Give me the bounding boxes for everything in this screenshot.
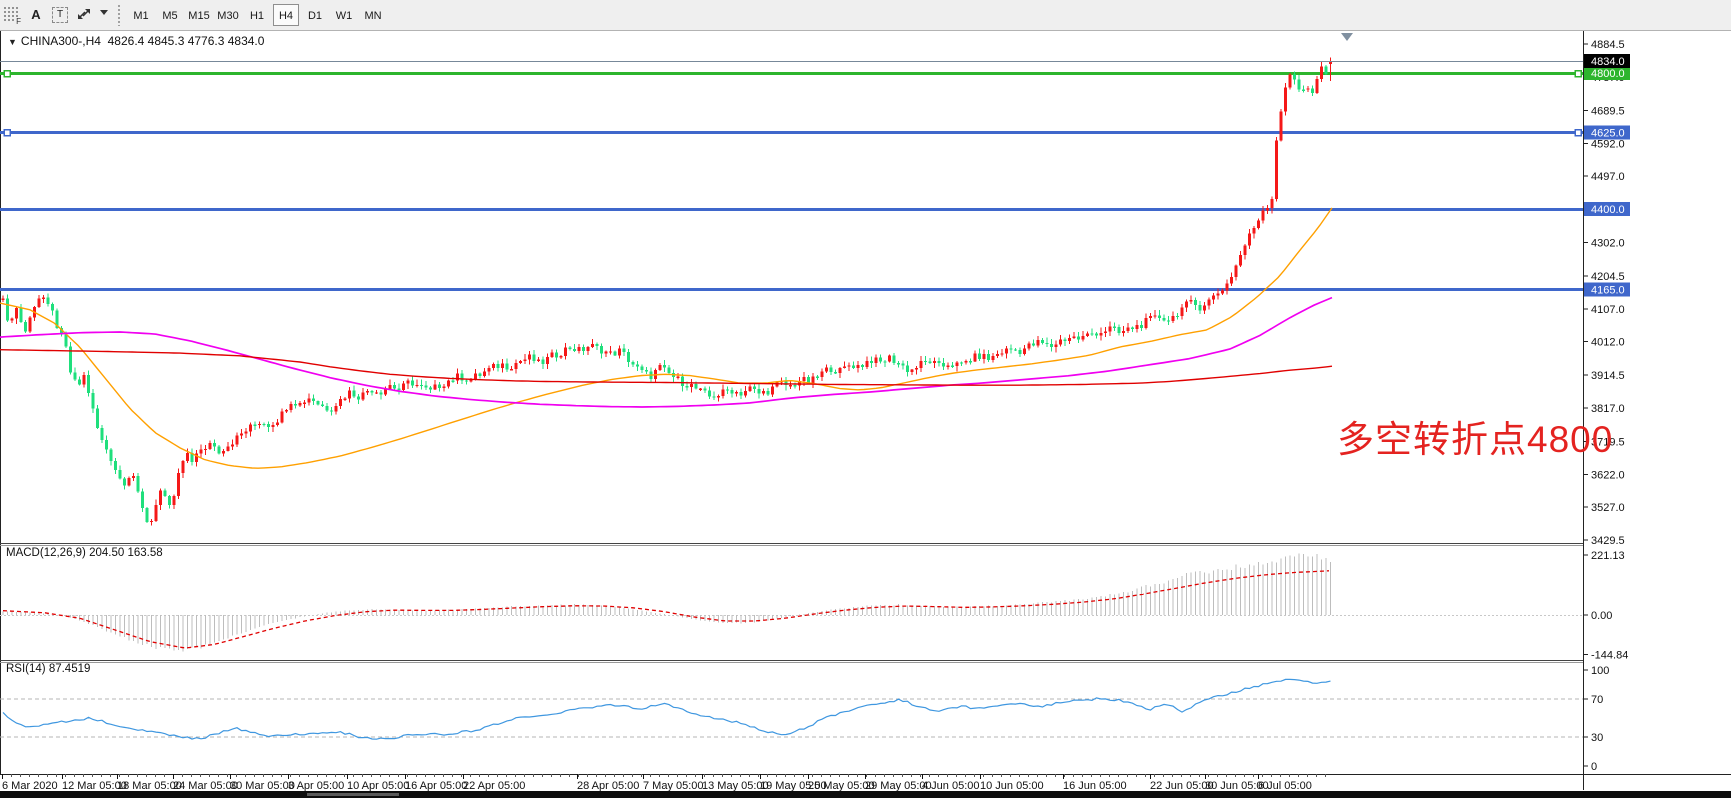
svg-text:4800.0: 4800.0 — [1591, 68, 1625, 80]
svg-text:6 Mar 2020: 6 Mar 2020 — [2, 780, 58, 792]
macd-axis[interactable]: 221.13 0.00 -144.84 — [1583, 550, 1628, 661]
timeframe-button-m1[interactable]: M1 — [133, 10, 149, 22]
svg-text:29 May 05:00: 29 May 05:00 — [865, 780, 932, 792]
svg-text:4 Jun 05:00: 4 Jun 05:00 — [922, 780, 980, 792]
macd-panel — [0, 553, 1583, 652]
svg-text:16 Jun 05:00: 16 Jun 05:00 — [1063, 780, 1127, 792]
scrollbar-thumb[interactable] — [307, 793, 399, 796]
moving-averages — [0, 207, 1333, 469]
svg-text:30 Mar 05:00: 30 Mar 05:00 — [230, 780, 295, 792]
object-tools-icon[interactable] — [76, 6, 92, 22]
svg-text:3 Apr 05:00: 3 Apr 05:00 — [288, 780, 344, 792]
svg-text:3719.5: 3719.5 — [1591, 436, 1625, 448]
svg-text:4107.0: 4107.0 — [1591, 304, 1625, 316]
text-box-icon[interactable]: T — [52, 7, 68, 23]
candles — [1, 57, 1332, 526]
svg-text:4302.0: 4302.0 — [1591, 238, 1625, 250]
price-badges: 4800.0 4625.0 4400.0 4165.0 4834.0 — [1584, 54, 1630, 297]
svg-text:3622.0: 3622.0 — [1591, 470, 1625, 482]
grid-f-icon[interactable]: F — [3, 6, 21, 26]
rsi-panel — [0, 678, 1583, 740]
svg-text:28 Apr 05:00: 28 Apr 05:00 — [577, 780, 639, 792]
timeframe-button-d1[interactable]: D1 — [307, 10, 323, 22]
svg-text:0.00: 0.00 — [1591, 610, 1612, 622]
svg-text:30: 30 — [1591, 732, 1603, 744]
svg-text:100: 100 — [1591, 665, 1609, 677]
svg-text:4497.0: 4497.0 — [1591, 171, 1625, 183]
svg-text:4884.5: 4884.5 — [1591, 39, 1625, 51]
horizontal-lines[interactable] — [0, 69, 1583, 291]
macd-signal-line — [2, 570, 1330, 649]
toolbar: F A T M1 M5 M15 M30 H1 H4 D1 W1 MN — [0, 0, 1731, 31]
svg-text:3429.5: 3429.5 — [1591, 535, 1625, 547]
svg-text:4204.5: 4204.5 — [1591, 271, 1625, 283]
svg-text:19 May 05:00: 19 May 05:00 — [760, 780, 827, 792]
chart-shift-marker — [1341, 33, 1353, 41]
timeframe-button-m30[interactable]: M30 — [217, 10, 239, 22]
svg-text:13 May 05:00: 13 May 05:00 — [702, 780, 769, 792]
svg-text:4012.0: 4012.0 — [1591, 337, 1625, 349]
svg-text:4689.5: 4689.5 — [1591, 105, 1625, 117]
horizontal-scrollbar[interactable] — [0, 791, 1731, 798]
svg-text:10 Apr 05:00: 10 Apr 05:00 — [347, 780, 409, 792]
svg-text:3914.5: 3914.5 — [1591, 370, 1625, 382]
chevron-down-icon[interactable] — [100, 10, 108, 15]
svg-text:4400.0: 4400.0 — [1591, 204, 1625, 216]
timeframe-button-h1[interactable]: H1 — [249, 10, 265, 22]
toolbar-drag-handle[interactable] — [117, 4, 122, 26]
svg-text:12 Mar 05:00: 12 Mar 05:00 — [62, 780, 127, 792]
svg-text:0: 0 — [1591, 761, 1597, 773]
svg-text:4165.0: 4165.0 — [1591, 284, 1625, 296]
svg-text:4834.0: 4834.0 — [1591, 56, 1625, 68]
svg-text:4592.0: 4592.0 — [1591, 139, 1625, 151]
svg-text:22 Jun 05:00: 22 Jun 05:00 — [1150, 780, 1214, 792]
price-axis[interactable]: 4884.54787.04689.54592.04497.04302.04204… — [1583, 39, 1625, 547]
svg-text:-144.84: -144.84 — [1591, 649, 1628, 661]
timeframe-button-h4[interactable]: H4 — [273, 4, 299, 26]
panel-borders — [0, 30, 1731, 790]
svg-text:6 Jul 05:00: 6 Jul 05:00 — [1258, 780, 1312, 792]
svg-text:4625.0: 4625.0 — [1591, 127, 1625, 139]
svg-text:3527.0: 3527.0 — [1591, 502, 1625, 514]
svg-text:25 May 05:00: 25 May 05:00 — [808, 780, 875, 792]
svg-text:24 Mar 05:00: 24 Mar 05:00 — [173, 780, 238, 792]
rsi-axis[interactable]: 100 70 30 0 — [1583, 665, 1609, 773]
text-label-icon[interactable]: A — [31, 7, 41, 22]
svg-text:30 Jun 05:00: 30 Jun 05:00 — [1205, 780, 1269, 792]
timeframe-button-m15[interactable]: M15 — [188, 10, 210, 22]
svg-text:70: 70 — [1591, 694, 1603, 706]
svg-text:7 May 05:00: 7 May 05:00 — [643, 780, 704, 792]
timeframe-button-mn[interactable]: MN — [364, 10, 382, 22]
svg-text:221.13: 221.13 — [1591, 550, 1625, 562]
timeframe-button-m5[interactable]: M5 — [162, 10, 178, 22]
timeframe-button-w1[interactable]: W1 — [335, 10, 353, 22]
svg-text:3817.0: 3817.0 — [1591, 403, 1625, 415]
svg-text:10 Jun 05:00: 10 Jun 05:00 — [980, 780, 1044, 792]
svg-text:16 Apr 05:00: 16 Apr 05:00 — [405, 780, 467, 792]
svg-text:18 Mar 05:00: 18 Mar 05:00 — [117, 780, 182, 792]
svg-text:22 Apr 05:00: 22 Apr 05:00 — [463, 780, 525, 792]
